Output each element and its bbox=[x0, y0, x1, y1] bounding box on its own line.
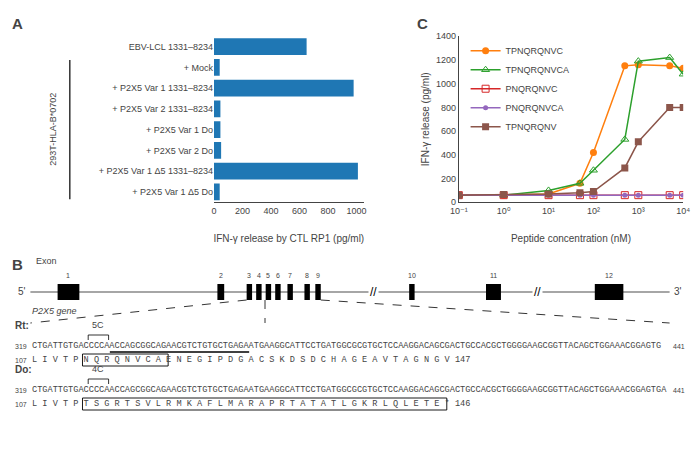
svg-text:4: 4 bbox=[257, 272, 261, 279]
svg-text:+ P2X5 Var 1 Δ5 1331–8234: + P2X5 Var 1 Δ5 1331–8234 bbox=[99, 166, 213, 176]
svg-text:CTGATTGTGACCCCAACCAGCGGCAGAACG: CTGATTGTGACCCCAACCAGCGGCAGAACGTCTGTGCTGA… bbox=[32, 385, 667, 395]
svg-text:200: 200 bbox=[235, 206, 250, 216]
svg-text:441: 441 bbox=[673, 387, 685, 394]
svg-text:TPNQRQNV: TPNQRQNV bbox=[506, 122, 557, 132]
svg-text:441: 441 bbox=[673, 343, 685, 350]
svg-text:1: 1 bbox=[66, 272, 70, 279]
svg-text:5': 5' bbox=[18, 286, 26, 297]
svg-text:1400: 1400 bbox=[436, 31, 456, 41]
svg-text:IFN-γ release (pg/ml): IFN-γ release (pg/ml) bbox=[420, 72, 431, 166]
svg-text:10⁴: 10⁴ bbox=[676, 206, 690, 216]
svg-text:11: 11 bbox=[490, 272, 497, 279]
svg-text:600: 600 bbox=[292, 206, 307, 216]
svg-text:P2X5 gene: P2X5 gene bbox=[32, 306, 77, 316]
svg-text:0: 0 bbox=[451, 197, 456, 207]
svg-text:+ P2X5 Var 2 Do: + P2X5 Var 2 Do bbox=[146, 146, 213, 156]
svg-text:0: 0 bbox=[211, 206, 216, 216]
svg-text:10⁻¹: 10⁻¹ bbox=[450, 206, 468, 216]
svg-text:Exon: Exon bbox=[36, 256, 57, 266]
svg-text:319: 319 bbox=[15, 343, 27, 350]
svg-text:1000: 1000 bbox=[436, 79, 456, 89]
svg-text:10: 10 bbox=[408, 272, 416, 279]
svg-text:600: 600 bbox=[441, 126, 456, 136]
svg-text:5: 5 bbox=[266, 272, 270, 279]
svg-text://: // bbox=[534, 285, 541, 299]
svg-text:1200: 1200 bbox=[436, 55, 456, 65]
svg-text:3: 3 bbox=[247, 272, 251, 279]
svg-text:1000: 1000 bbox=[346, 206, 366, 216]
svg-text:10³: 10³ bbox=[632, 206, 645, 216]
svg-text:+ P2X5 Var 1 Do: + P2X5 Var 1 Do bbox=[146, 125, 213, 135]
svg-text://: // bbox=[370, 285, 377, 299]
svg-text:PNQRQNVCA: PNQRQNVCA bbox=[506, 103, 564, 113]
svg-text:800: 800 bbox=[441, 103, 456, 113]
svg-text:+ P2X5 Var 2 1331–8234: + P2X5 Var 2 1331–8234 bbox=[112, 104, 213, 114]
svg-text:L I V T P T S G R T S V L R M: L I V T P T S G R T S V L R M K A F L M … bbox=[32, 399, 470, 409]
svg-text:A: A bbox=[12, 15, 23, 32]
svg-text:TPNQRQNVCA: TPNQRQNVCA bbox=[506, 65, 570, 75]
svg-text:+ Mock: + Mock bbox=[184, 63, 214, 73]
svg-text:+ P2X5 Var 1 1331–8234: + P2X5 Var 1 1331–8234 bbox=[112, 83, 213, 93]
svg-text:IFN-γ release by CTL RP1 (pg/m: IFN-γ release by CTL RP1 (pg/ml) bbox=[213, 233, 364, 244]
svg-text:Do:: Do: bbox=[15, 364, 32, 375]
svg-text:10¹: 10¹ bbox=[542, 206, 555, 216]
svg-text:12: 12 bbox=[605, 272, 613, 279]
svg-text:EBV-LCL 1331–8234: EBV-LCL 1331–8234 bbox=[129, 42, 213, 52]
svg-text:7: 7 bbox=[288, 272, 292, 279]
svg-text:CTGATTGTGACCCCAACCAGCGGCAGAACG: CTGATTGTGACCCCAACCAGCGGCAGAACGTCTGTGCTGA… bbox=[32, 341, 661, 351]
svg-text:PNQRQNVC: PNQRQNVC bbox=[506, 84, 559, 94]
svg-text:Peptide concentration (nM): Peptide concentration (nM) bbox=[511, 233, 631, 244]
svg-text:400: 400 bbox=[441, 150, 456, 160]
svg-text:800: 800 bbox=[320, 206, 335, 216]
svg-text:+ P2X5 Var 1 Δ5 Do: + P2X5 Var 1 Δ5 Do bbox=[132, 187, 213, 197]
svg-text:319: 319 bbox=[15, 387, 27, 394]
svg-text:L I V T P N Q R Q N V C A E N: L I V T P N Q R Q N V C A E N E G I P D … bbox=[32, 355, 470, 365]
svg-text:TPNQRQNVC: TPNQRQNVC bbox=[506, 46, 564, 56]
svg-text:B: B bbox=[12, 256, 23, 273]
svg-text:8: 8 bbox=[305, 272, 309, 279]
svg-text:107: 107 bbox=[15, 401, 27, 408]
svg-text:293T-HLA-B*0702: 293T-HLA-B*0702 bbox=[48, 93, 58, 166]
svg-text:6: 6 bbox=[276, 272, 280, 279]
svg-text:4C: 4C bbox=[92, 364, 104, 374]
svg-text:5C: 5C bbox=[92, 320, 104, 330]
svg-text:107: 107 bbox=[15, 357, 27, 364]
svg-text:Rt:: Rt: bbox=[15, 320, 29, 331]
svg-text:10²: 10² bbox=[587, 206, 600, 216]
svg-text:10⁰: 10⁰ bbox=[497, 206, 511, 216]
svg-text:2: 2 bbox=[219, 272, 223, 279]
svg-text:200: 200 bbox=[441, 174, 456, 184]
svg-text:400: 400 bbox=[263, 206, 278, 216]
svg-text:C: C bbox=[417, 15, 428, 32]
svg-text:3': 3' bbox=[674, 286, 682, 297]
svg-text:9: 9 bbox=[316, 272, 320, 279]
